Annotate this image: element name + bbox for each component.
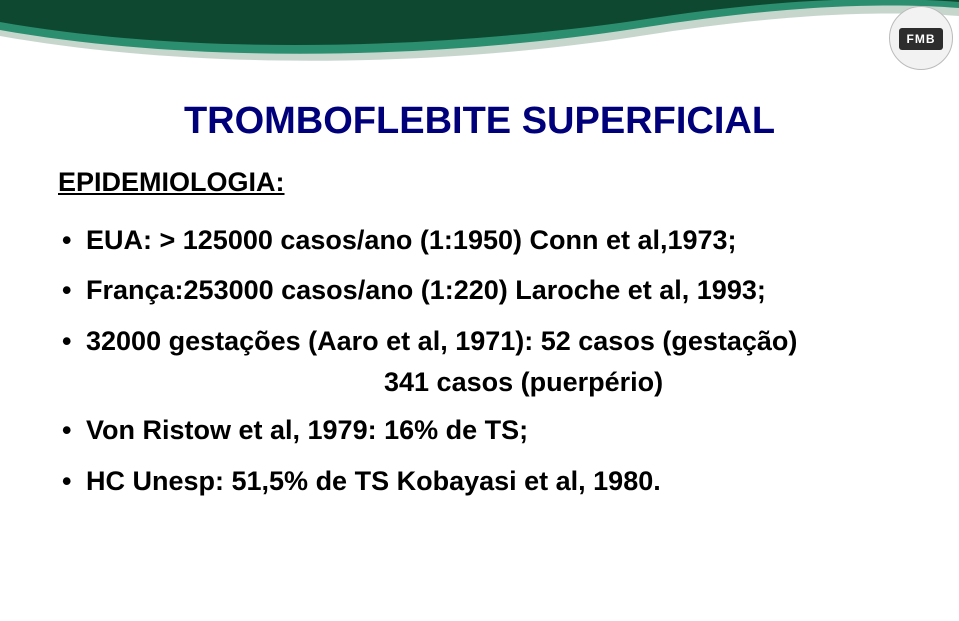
bullet-item: França:253000 casos/ano (1:220) Laroche … bbox=[58, 272, 907, 308]
fmb-logo: FMB bbox=[889, 6, 953, 70]
bullet-item: EUA: > 125000 casos/ano (1:1950) Conn et… bbox=[58, 222, 907, 258]
bullet-subline: 341 casos (puerpério) bbox=[384, 367, 907, 398]
slide-title: TROMBOFLEBITE SUPERFICIAL bbox=[52, 100, 907, 143]
logo-text: FMB bbox=[907, 32, 936, 46]
header-swoosh bbox=[0, 0, 959, 80]
bullet-list-2: Von Ristow et al, 1979: 16% de TS; HC Un… bbox=[58, 412, 907, 499]
bullet-item: HC Unesp: 51,5% de TS Kobayasi et al, 19… bbox=[58, 463, 907, 499]
bullet-item: Von Ristow et al, 1979: 16% de TS; bbox=[58, 412, 907, 448]
bullet-item: 32000 gestações (Aaro et al, 1971): 52 c… bbox=[58, 323, 907, 359]
bullet-list: EUA: > 125000 casos/ano (1:1950) Conn et… bbox=[58, 222, 907, 359]
slide-content: TROMBOFLEBITE SUPERFICIAL EPIDEMIOLOGIA:… bbox=[52, 100, 907, 513]
slide-subtitle: EPIDEMIOLOGIA: bbox=[58, 167, 907, 198]
